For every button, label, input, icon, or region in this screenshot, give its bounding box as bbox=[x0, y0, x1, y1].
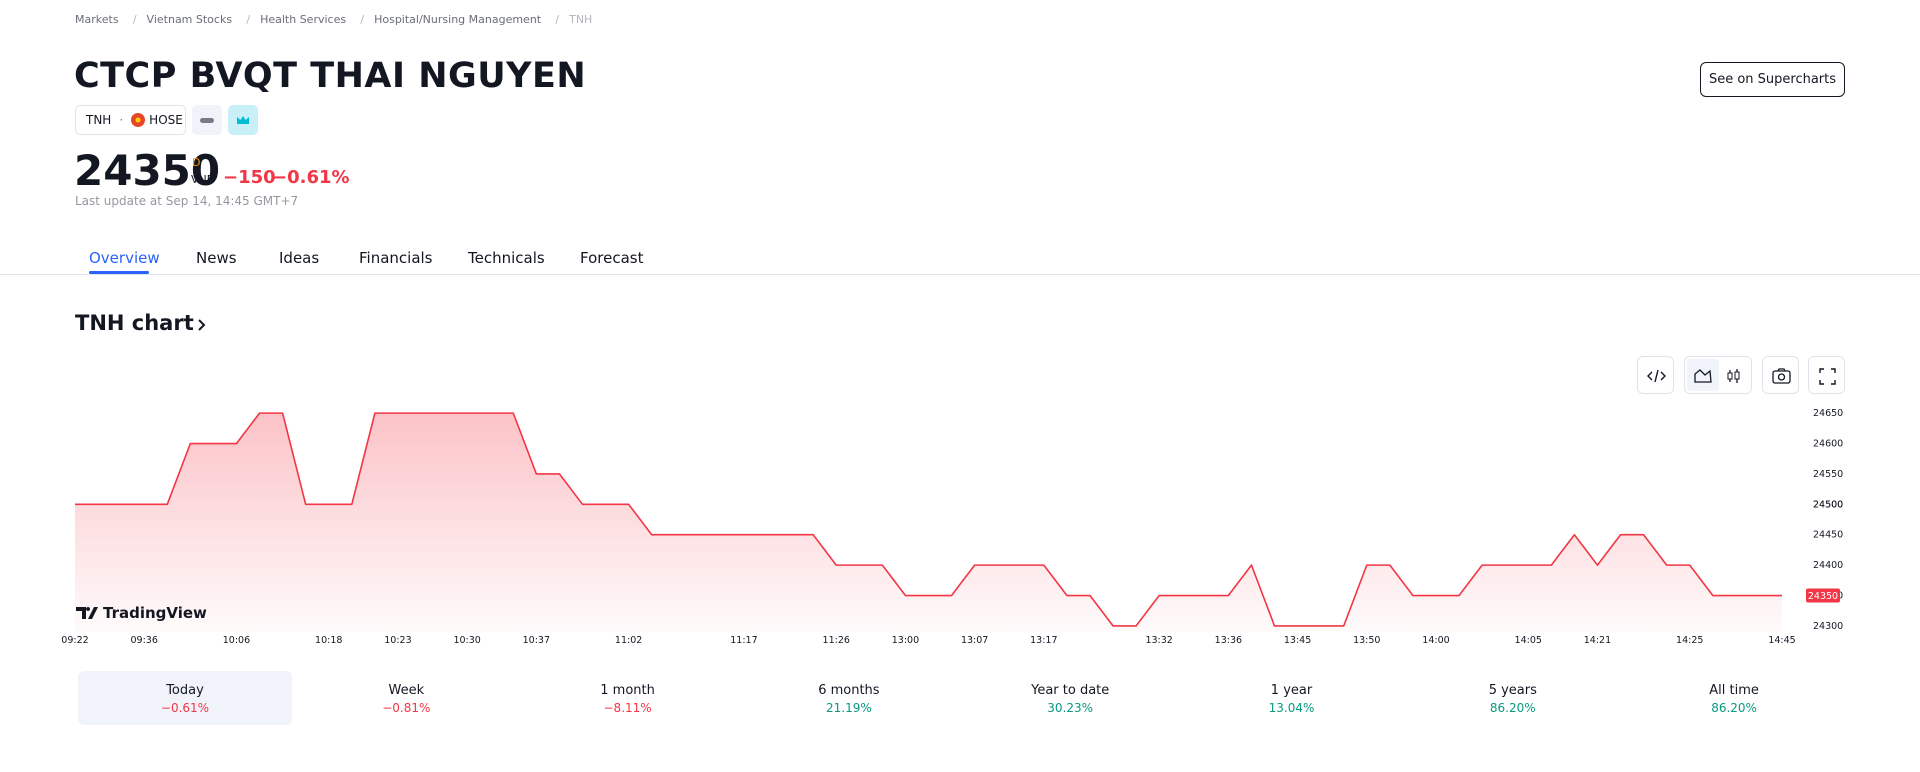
tab[interactable]: Ideas bbox=[279, 249, 320, 267]
period-value: −8.11% bbox=[603, 701, 652, 715]
tab[interactable]: Financials bbox=[359, 249, 433, 267]
x-tick-label: 14:21 bbox=[1584, 635, 1611, 646]
tab[interactable]: Technicals bbox=[468, 249, 545, 267]
period-card[interactable]: Week −0.81% bbox=[299, 671, 513, 725]
period-label: Today bbox=[166, 683, 204, 698]
tab[interactable]: News bbox=[196, 249, 237, 267]
snapshot-button[interactable] bbox=[1762, 356, 1799, 394]
y-tick-label: 24400 bbox=[1813, 560, 1843, 571]
brand-logo bbox=[76, 607, 98, 619]
period-value: 21.19% bbox=[826, 701, 872, 715]
period-card[interactable]: 5 years 86.20% bbox=[1406, 671, 1620, 725]
breadcrumb[interactable]: TNH bbox=[569, 13, 593, 26]
supercharts-button[interactable]: See on Supercharts bbox=[1700, 62, 1845, 97]
y-tick-label: 24500 bbox=[1813, 499, 1843, 510]
x-tick-label: 11:17 bbox=[730, 635, 757, 646]
last-update: Last update at Sep 14, 14:45 GMT+7 bbox=[75, 194, 299, 208]
period-card[interactable]: Year to date 30.23% bbox=[963, 671, 1177, 725]
x-tick-label: 10:23 bbox=[384, 635, 411, 646]
period-value: −0.81% bbox=[382, 701, 431, 715]
x-tick-label: 09:36 bbox=[131, 635, 158, 646]
x-tick-label: 13:17 bbox=[1030, 635, 1057, 646]
tab[interactable]: Forecast bbox=[580, 249, 644, 267]
page-title: CTCP BVQT THAI NGUYEN bbox=[74, 56, 587, 96]
price: 24350 bbox=[74, 146, 221, 195]
x-tick-label: 13:36 bbox=[1215, 635, 1242, 646]
x-tick-label: 10:06 bbox=[223, 635, 250, 646]
period-value: −0.61% bbox=[160, 701, 210, 715]
x-tick-label: 13:32 bbox=[1145, 635, 1172, 646]
period-label: Week bbox=[388, 683, 425, 698]
period-card[interactable]: Today −0.61% bbox=[78, 671, 292, 725]
y-tick-label: 24450 bbox=[1813, 530, 1843, 541]
tabs: Overview News Ideas Financials Technicals For… bbox=[0, 246, 1920, 275]
x-tick-label: 10:30 bbox=[453, 635, 480, 646]
period-label: All time bbox=[1709, 683, 1759, 698]
exchange: HOSE bbox=[149, 113, 183, 127]
x-tick-label: 11:02 bbox=[615, 635, 642, 646]
breadcrumb[interactable]: Markets bbox=[75, 13, 136, 26]
last-price-label: 24350 bbox=[1808, 591, 1838, 602]
x-tick-label: 14:25 bbox=[1676, 635, 1703, 646]
x-tick-label: 09:22 bbox=[61, 635, 88, 646]
change: −150 bbox=[223, 167, 276, 188]
chart-title-link[interactable]: TNH chart bbox=[75, 311, 207, 335]
y-tick-label: 24550 bbox=[1813, 469, 1843, 480]
embed-button[interactable] bbox=[1637, 356, 1674, 394]
y-tick-label: 24650 bbox=[1813, 408, 1843, 419]
price-line bbox=[75, 412, 1782, 627]
period-label: Year to date bbox=[1031, 683, 1110, 698]
period-value: 86.20% bbox=[1711, 701, 1757, 715]
period-value: 86.20% bbox=[1489, 701, 1536, 715]
y-tick-label: 24500 bbox=[1813, 499, 1843, 510]
last-price-box bbox=[1806, 588, 1840, 603]
tag-chip[interactable] bbox=[192, 105, 222, 135]
period-value: 30.23% bbox=[1047, 701, 1094, 715]
period-label: 5 years bbox=[1488, 683, 1537, 698]
x-tick-label: 14:05 bbox=[1515, 635, 1542, 646]
period-label: 6 months bbox=[818, 683, 880, 698]
x-tick-label: 10:37 bbox=[523, 635, 550, 646]
x-tick-label: 14:45 bbox=[1768, 635, 1795, 646]
period-card[interactable]: All time 86.20% bbox=[1627, 671, 1841, 725]
y-tick-label: 24300 bbox=[1813, 621, 1843, 632]
tab[interactable]: Overview bbox=[89, 249, 160, 267]
x-tick-label: 13:45 bbox=[1284, 635, 1311, 646]
breadcrumb[interactable]: Hospital/Nursing Management bbox=[374, 13, 559, 26]
period-card[interactable]: 6 months 21.19% bbox=[742, 671, 956, 725]
period-value: 13.04% bbox=[1268, 701, 1315, 715]
x-tick-label: 13:07 bbox=[961, 635, 988, 646]
x-tick-label: 13:50 bbox=[1353, 635, 1380, 646]
x-tick-label: 11:26 bbox=[823, 635, 850, 646]
session: D bbox=[192, 156, 201, 169]
breadcrumbs: Markets Vietnam Stocks Health Services Hosp… bbox=[75, 13, 620, 26]
brand-name: TradingView bbox=[103, 604, 207, 622]
area-fill bbox=[75, 413, 1782, 632]
x-tick-label: 14:00 bbox=[1422, 635, 1449, 646]
period-label: 1 month bbox=[600, 683, 655, 698]
symbol: TNH bbox=[86, 113, 112, 127]
period-label: 1 year bbox=[1270, 683, 1313, 698]
currency: VND bbox=[191, 173, 216, 186]
breadcrumb[interactable]: Vietnam Stocks bbox=[147, 13, 250, 26]
y-tick-label: 24600 bbox=[1813, 439, 1843, 450]
period-card[interactable]: 1 year 13.04% bbox=[1185, 671, 1399, 725]
x-tick-label: 10:18 bbox=[315, 635, 342, 646]
fullscreen-button[interactable] bbox=[1808, 356, 1845, 394]
change-percent: −0.61% bbox=[272, 167, 350, 188]
chart-style-toggle[interactable] bbox=[1684, 356, 1752, 394]
symbol-chip[interactable]: TNH · HOSE bbox=[75, 105, 186, 135]
tab-underline bbox=[89, 271, 149, 274]
chart-title: TNH chart bbox=[75, 311, 194, 335]
crown-chip[interactable] bbox=[228, 105, 258, 135]
breadcrumb[interactable]: Health Services bbox=[260, 13, 364, 26]
x-tick-label: 13:00 bbox=[892, 635, 919, 646]
period-card[interactable]: 1 month −8.11% bbox=[521, 671, 735, 725]
